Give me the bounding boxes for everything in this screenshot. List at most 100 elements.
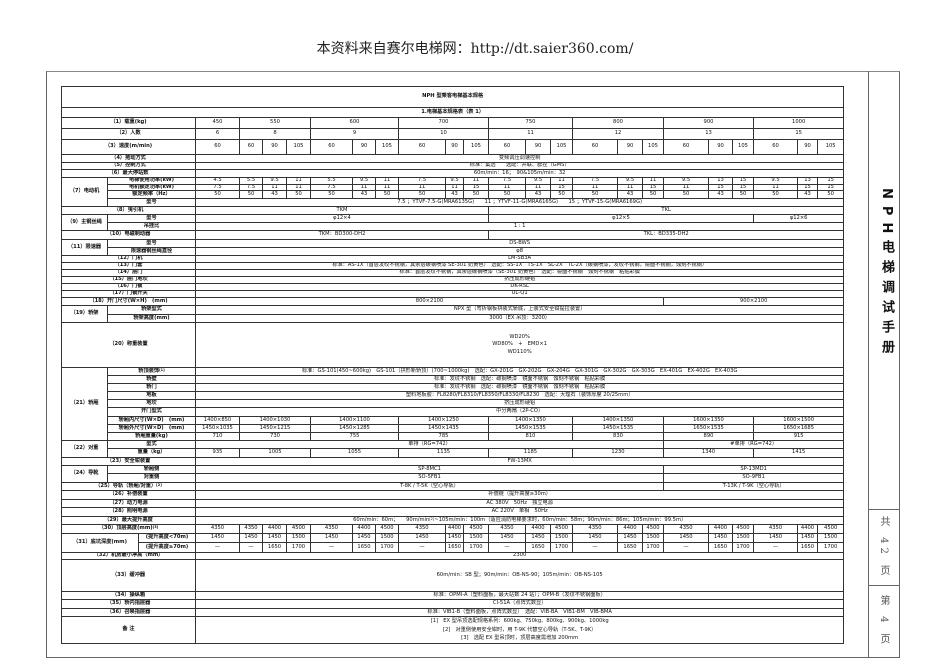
cell-text: 4500 [469,525,483,532]
notes-content: [1] EX 型吊顶选配规格系列：600kg、750kg、800kg、900kg… [194,615,845,644]
value-cell: 800×2100 [195,297,664,306]
value-cell: 4500 [642,524,664,534]
value-cell: 60m/min：60m； 90m/min[2]~105m/min：100m（适应… [194,515,845,526]
table-row: （3）速度(m/min) 60 60 90 105 60 90 105 60 90 105 60 90 1… [61,139,845,155]
cell-text: （3）速度(m/min) [104,143,153,150]
table-row: （27）动力电源 AC 380V 50Hz 独立电源 [61,498,845,509]
cell-text: 11 [558,177,565,184]
cell-text: NPH 型乘客电梯基本规格 [422,93,484,100]
cell-text: 13 [717,177,724,184]
value-cell: 43 [525,190,551,199]
cell-text: 43 [271,190,278,197]
value-cell: 50 [286,190,311,199]
cell-text: 9 [352,130,357,137]
footnote-ref: [3] [152,525,159,530]
cell-text: 1400×1250 [428,416,459,423]
cell-text: 60 [214,143,221,150]
value-cell: 4350 [195,524,240,534]
value-cell: 1700 [550,542,573,553]
value-cell: 730 [239,431,311,441]
cell-text: 11 [383,177,391,184]
value-cell: 1500 [642,532,664,544]
value-cell: 43 [797,190,818,199]
cell-text: 60m/min：SB 型；90m/min：OB-NS-90；105m/min：O… [436,571,603,578]
cell-text: 12 [614,130,622,137]
cell-text: 710 [212,432,223,439]
cell-text: 1700 [736,543,750,550]
cell-text: 对重侧 [143,474,160,481]
value-cell: 2300 [194,551,845,560]
cell-text: 1400×1350 [515,416,546,423]
cell-text: 60 [503,143,511,150]
cell-text: — [248,543,254,550]
table-row: （2）人数 6 8 9 10 11 12 13 15 [61,128,845,140]
value-cell: 1650 [262,542,287,553]
cell-text: （12）门机 [114,255,143,262]
cell-text: 型号 [146,214,157,221]
cell-text: 1450 [623,534,637,541]
value-cell: 1400×1030 [239,415,311,425]
value-cell: 830 [572,431,664,441]
cell-text: 轿顶装饰 [138,367,160,374]
table-row: （22）对重 型式 单排（RG=742） #单排（RG=742） [61,439,845,458]
cell-text: （24）导靴 [70,470,99,477]
value-cell: 4350 [663,524,709,534]
value-cell: 600 [310,117,399,129]
row-label: （19）轿架 [61,305,108,323]
row-label: （26）补偿装置 [61,489,196,500]
cell-text: — [504,543,510,550]
table-row: 电机额定功率(kW) 7.5 7.5 11 11 7.5 11 11 11 11 15 11 11 15 1… [62,183,845,191]
cell-text: 轿架高度(mm) [133,314,170,321]
cell-text: 1700 [291,543,306,550]
value-cell: 1650 [617,542,643,553]
cell-text: 型号 [146,239,157,246]
row-label: 地板 [107,391,196,401]
table-row: 地板 塑料地板胶：FL8280/FL8310/FL8350/FL8330/FL82… [62,391,845,401]
value-cell: 1450 [195,532,240,544]
table-row: 重量（kg） 935 1005 1055 1135 1185 1230 1340 1415 [62,448,845,458]
cell-text: 1700 [646,543,660,550]
row-label: （33）缓冲器 [61,558,196,592]
cell-text: 1650×1535 [693,424,724,431]
cell-text: （9）主钢丝绳 [67,218,102,225]
cell-text: 1600×1350 [693,416,724,423]
cell-text: 1450 [768,534,783,541]
value-cell: 105 [463,139,489,155]
value-cell: 挤压成形硬铝 [194,399,845,409]
cell-text: 轿厢侧 [143,465,160,472]
cell-text: 1450×1535 [515,424,546,431]
cell-text: 4350 [588,525,602,532]
cell-text: （7）电动机 [69,188,100,195]
cell-text: 50 [472,190,480,197]
cell-text: 1500 [736,534,750,541]
cell-text: 50 [503,190,511,197]
row-label: 型号 [107,197,196,207]
row-label: (提升高度≥70m) [138,542,196,553]
table-row: 型号 7.5 ；YTVF-7.5-G(MRA6135G) 11 ；YTVF-11-… [62,197,845,207]
cell-text: UL-Q1 [511,290,528,297]
cell-text: （25）导轨（轿厢/对重） [95,482,157,489]
value-cell: — [398,542,446,553]
table-row: 对重侧 SO-5FB1 SO-9FB1 [62,473,845,483]
cell-text: 1650 [531,543,545,550]
side-divider [868,71,869,657]
cell-text: （16）门锁 [114,283,143,290]
cell-text: 50 [214,190,221,197]
value-cell: 1450 [239,532,263,544]
value-cell: 标准：发纹不锈钢 选配：碳钢喷漆 镜面不锈钢 蚀刻不锈钢 粘贴彩膜 [194,375,845,385]
row-label: （31）底坑深度(mm) [61,532,139,553]
cell-text: 1450 [588,534,602,541]
row-label: （30）顶层高度(mm)[3] [61,524,196,534]
value-cell: 1450×1035 [195,423,240,433]
cell-text: （28）照明电源 [109,508,148,515]
cell-text: 11 [418,184,426,190]
table-row: （12）门机 LM-SB3A [61,255,845,263]
value-cell: 1400×850 [195,415,240,425]
row-label: （22）对重 [61,439,108,458]
table-row: （19）轿架 轿架型式 NPX 型（弯折钢板拼装式轿底，上装式安全钳提拉装置） [61,305,845,323]
cell-text: 1700 [469,543,483,550]
value-cell: 4500 [816,524,845,534]
value-cell: 60 [753,139,798,155]
value-cell: 60 [572,139,618,155]
value-cell: 1500 [375,532,399,544]
